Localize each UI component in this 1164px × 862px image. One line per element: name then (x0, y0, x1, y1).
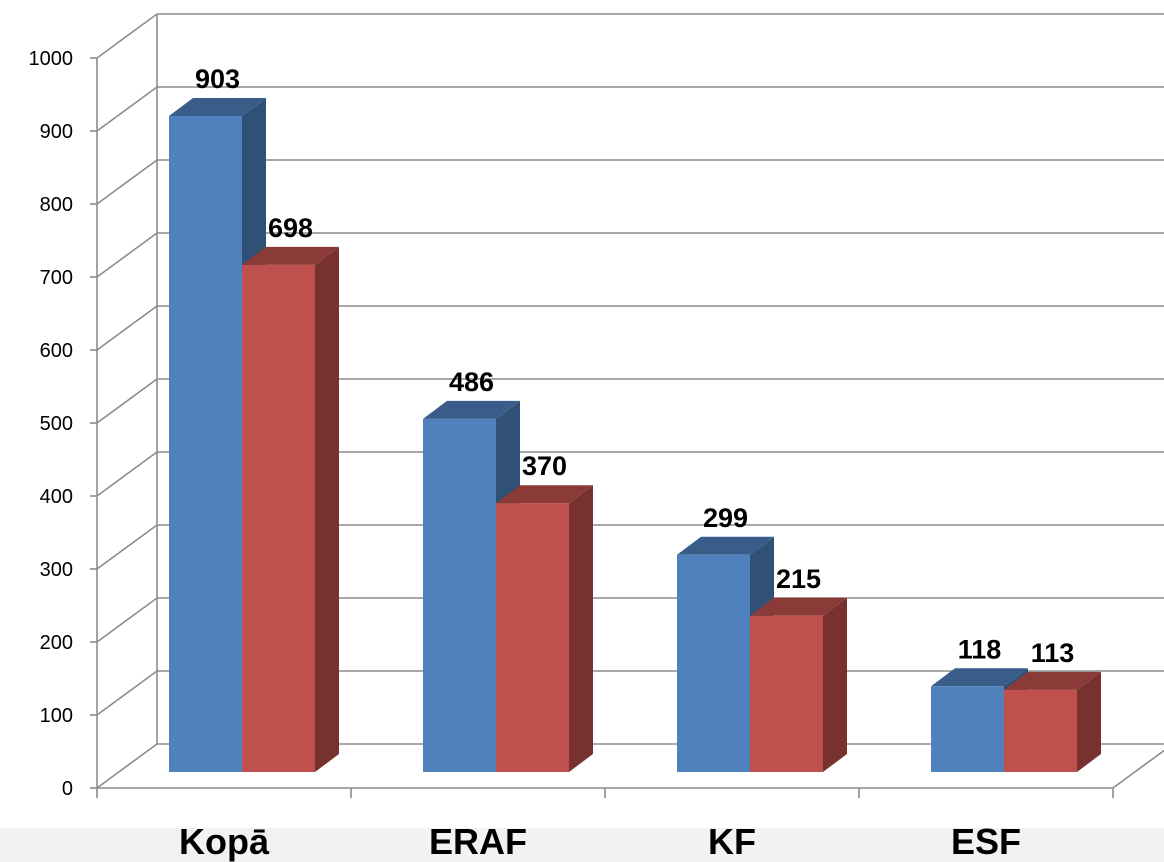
bar-side (315, 246, 339, 773)
gridline-depth (96, 13, 158, 59)
bar-side (823, 597, 847, 772)
bar (423, 418, 496, 772)
y-tick-label: 1000 (29, 48, 74, 70)
bar (1004, 689, 1077, 772)
bar-top (1004, 671, 1101, 690)
gridline-depth (96, 305, 158, 351)
floor-edge (1112, 749, 1164, 789)
x-category-label: Kopā (179, 821, 270, 862)
y-tick-label: 400 (40, 486, 73, 508)
x-category-label: ERAF (429, 821, 527, 862)
bar-top (496, 485, 593, 504)
bar-top (677, 536, 774, 555)
bar (242, 264, 315, 772)
y-tick-label: 700 (40, 267, 73, 289)
y-tick-label: 600 (40, 340, 73, 362)
gridline-depth (96, 743, 158, 789)
bottom-band (0, 828, 1164, 862)
data-label: 486 (449, 367, 494, 397)
x-category-label: ESF (951, 821, 1021, 862)
y-tick-label: 100 (40, 705, 73, 727)
gridline-depth (96, 451, 158, 497)
data-label: 113 (1031, 638, 1075, 668)
gridline-depth (96, 159, 158, 205)
data-label: 370 (522, 451, 567, 481)
data-label: 299 (703, 503, 748, 533)
data-label: 698 (268, 213, 313, 243)
y-tick-label: 300 (40, 559, 73, 581)
bar-side (1077, 671, 1101, 772)
data-label: 215 (776, 564, 821, 594)
gridline-depth (96, 597, 158, 643)
bar (677, 554, 750, 772)
gridline-depth (96, 524, 158, 570)
data-label: 903 (195, 64, 240, 94)
y-tick-label: 800 (40, 194, 73, 216)
bar-top (242, 246, 339, 265)
bar-top (931, 668, 1028, 687)
bar-side (569, 485, 593, 772)
y-tick-label: 500 (40, 413, 73, 435)
gridline-depth (96, 378, 158, 424)
y-tick-label: 0 (62, 778, 73, 800)
y-tick-label: 200 (40, 632, 73, 654)
gridline-depth (96, 86, 158, 132)
bar-top (750, 597, 847, 616)
gridline-depth (96, 232, 158, 278)
bar (931, 686, 1004, 772)
data-label: 118 (958, 634, 1002, 664)
bar (750, 615, 823, 772)
bar-top (423, 400, 520, 419)
gridline-depth (96, 670, 158, 716)
bar (169, 116, 242, 772)
bar (496, 503, 569, 772)
y-tick-label: 900 (40, 121, 73, 143)
bar-top (169, 98, 266, 116)
x-category-label: KF (708, 821, 756, 862)
